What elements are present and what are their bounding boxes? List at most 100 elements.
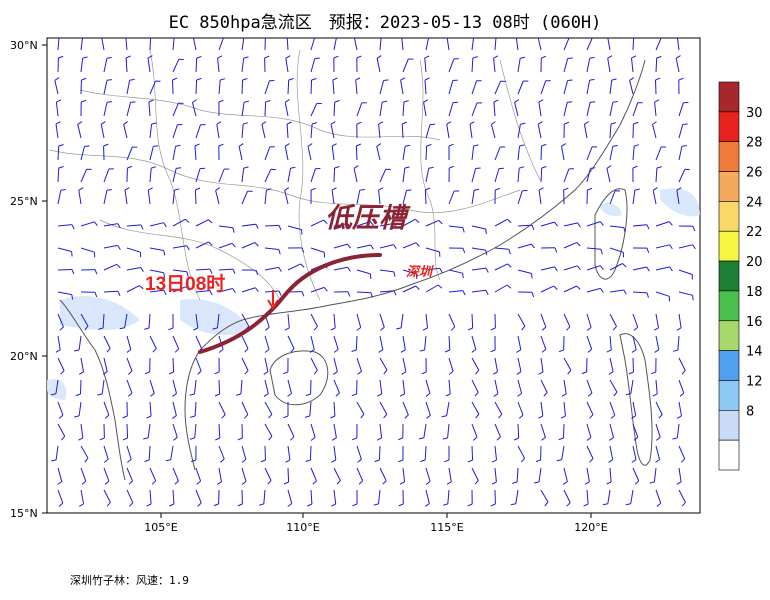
wind-barb — [517, 357, 522, 372]
wind-barb-feather — [151, 122, 157, 125]
wind-barb — [471, 225, 486, 230]
wind-barb — [287, 225, 302, 231]
wind-barb — [515, 489, 519, 504]
wind-barb-feather — [287, 503, 293, 507]
wind-barb-feather — [71, 224, 75, 230]
wind-barb — [100, 124, 105, 139]
wind-barb — [655, 57, 658, 73]
wind-barb — [54, 80, 59, 95]
wind-barb — [678, 379, 685, 394]
wind-barb — [632, 266, 647, 271]
wind-barb-feather — [255, 269, 259, 275]
wind-barb-feather — [442, 503, 448, 506]
wind-barb-feather — [330, 415, 336, 419]
wind-barb-feather — [213, 503, 219, 507]
wind-barb-feather — [58, 502, 64, 507]
wind-barb — [471, 247, 486, 251]
wind-barb-feather — [217, 481, 222, 485]
wind-barb — [517, 445, 526, 459]
wind-barb-feather — [102, 371, 108, 375]
wind-barb — [147, 58, 151, 73]
wind-barb-feather — [447, 34, 451, 37]
wind-barb — [103, 102, 108, 117]
wind-barb-feather — [58, 166, 64, 169]
wind-barb-feather — [438, 220, 443, 225]
wind-barb — [195, 467, 202, 482]
wind-barb-feather — [472, 56, 478, 59]
wind-barb-feather — [356, 55, 362, 59]
wind-barb-feather — [301, 247, 305, 253]
wind-barb — [563, 38, 570, 51]
wind-barb-feather — [538, 415, 544, 419]
wind-barb-feather — [264, 55, 270, 59]
wind-barb-feather — [495, 187, 501, 191]
wind-barb-feather — [421, 371, 427, 375]
wind-barb-feather — [376, 143, 382, 147]
wind-barb — [241, 79, 244, 95]
wind-barb-feather — [263, 393, 269, 397]
wind-barb — [586, 335, 593, 350]
wind-barb — [80, 467, 87, 482]
wind-barb-feather — [150, 392, 155, 397]
wind-barb-feather — [656, 166, 662, 169]
wind-barb-feather — [381, 100, 388, 103]
wind-barb-feather — [103, 143, 109, 147]
colorbar-swatch — [718, 260, 740, 292]
wind-barb — [563, 265, 578, 271]
wind-barb — [563, 379, 567, 394]
wind-barb-feather — [126, 34, 131, 36]
wind-barb-feather — [681, 502, 686, 507]
wind-barb-feather — [676, 415, 682, 419]
wind-barb — [149, 269, 164, 274]
wind-barb — [218, 168, 225, 183]
wind-barb — [632, 291, 648, 294]
wind-barb — [241, 335, 249, 349]
wind-barb-feather — [305, 393, 311, 397]
wind-barb — [586, 467, 590, 482]
wind-barb — [284, 146, 289, 161]
wind-barb-feather — [104, 414, 110, 419]
wind-barb-feather — [634, 144, 640, 147]
colorbar-label: 18 — [746, 285, 763, 300]
wind-barb — [80, 379, 82, 395]
wind-barb-feather — [467, 503, 473, 507]
wind-barb-feather — [153, 145, 159, 147]
wind-barb — [149, 168, 152, 183]
wind-barb-feather — [474, 480, 479, 485]
wind-barb-feather — [623, 227, 626, 233]
wind-barb — [103, 58, 108, 73]
wind-barb — [655, 221, 670, 227]
wind-barb — [78, 401, 82, 416]
wind-barb-feather — [331, 503, 336, 507]
wind-barb-feather — [625, 393, 631, 396]
wind-barb-feather — [56, 99, 62, 103]
wind-barb — [103, 401, 110, 416]
wind-barb — [632, 38, 635, 51]
wind-barb — [400, 313, 404, 328]
wind-barb — [607, 38, 611, 51]
wind-barb-feather — [244, 348, 249, 353]
wind-barb — [402, 242, 417, 249]
wind-barb-feather — [634, 188, 640, 191]
wind-barb — [241, 38, 245, 51]
wind-barb-feather — [631, 459, 637, 463]
wind-barb-feather — [332, 77, 338, 81]
wind-barb-feather — [288, 78, 294, 81]
wind-barb-feather — [140, 267, 144, 272]
wind-barb — [402, 357, 407, 372]
wind-barb-feather — [123, 121, 128, 125]
wind-barb — [310, 168, 316, 183]
wind-barb-feather — [311, 122, 318, 125]
wind-barb-feather — [102, 34, 106, 37]
wind-barb-feather — [628, 371, 634, 375]
wind-barb — [353, 168, 358, 183]
wind-barb-feather — [402, 121, 407, 125]
wind-barb-feather — [238, 143, 244, 147]
wind-barb-feather — [419, 349, 425, 352]
wind-barb-feather — [287, 34, 292, 36]
wind-barb — [126, 80, 131, 95]
wind-barb-feather — [283, 481, 289, 485]
wind-barb-feather — [356, 327, 361, 331]
wind-barb-feather — [261, 121, 267, 125]
wind-barb — [57, 269, 73, 271]
